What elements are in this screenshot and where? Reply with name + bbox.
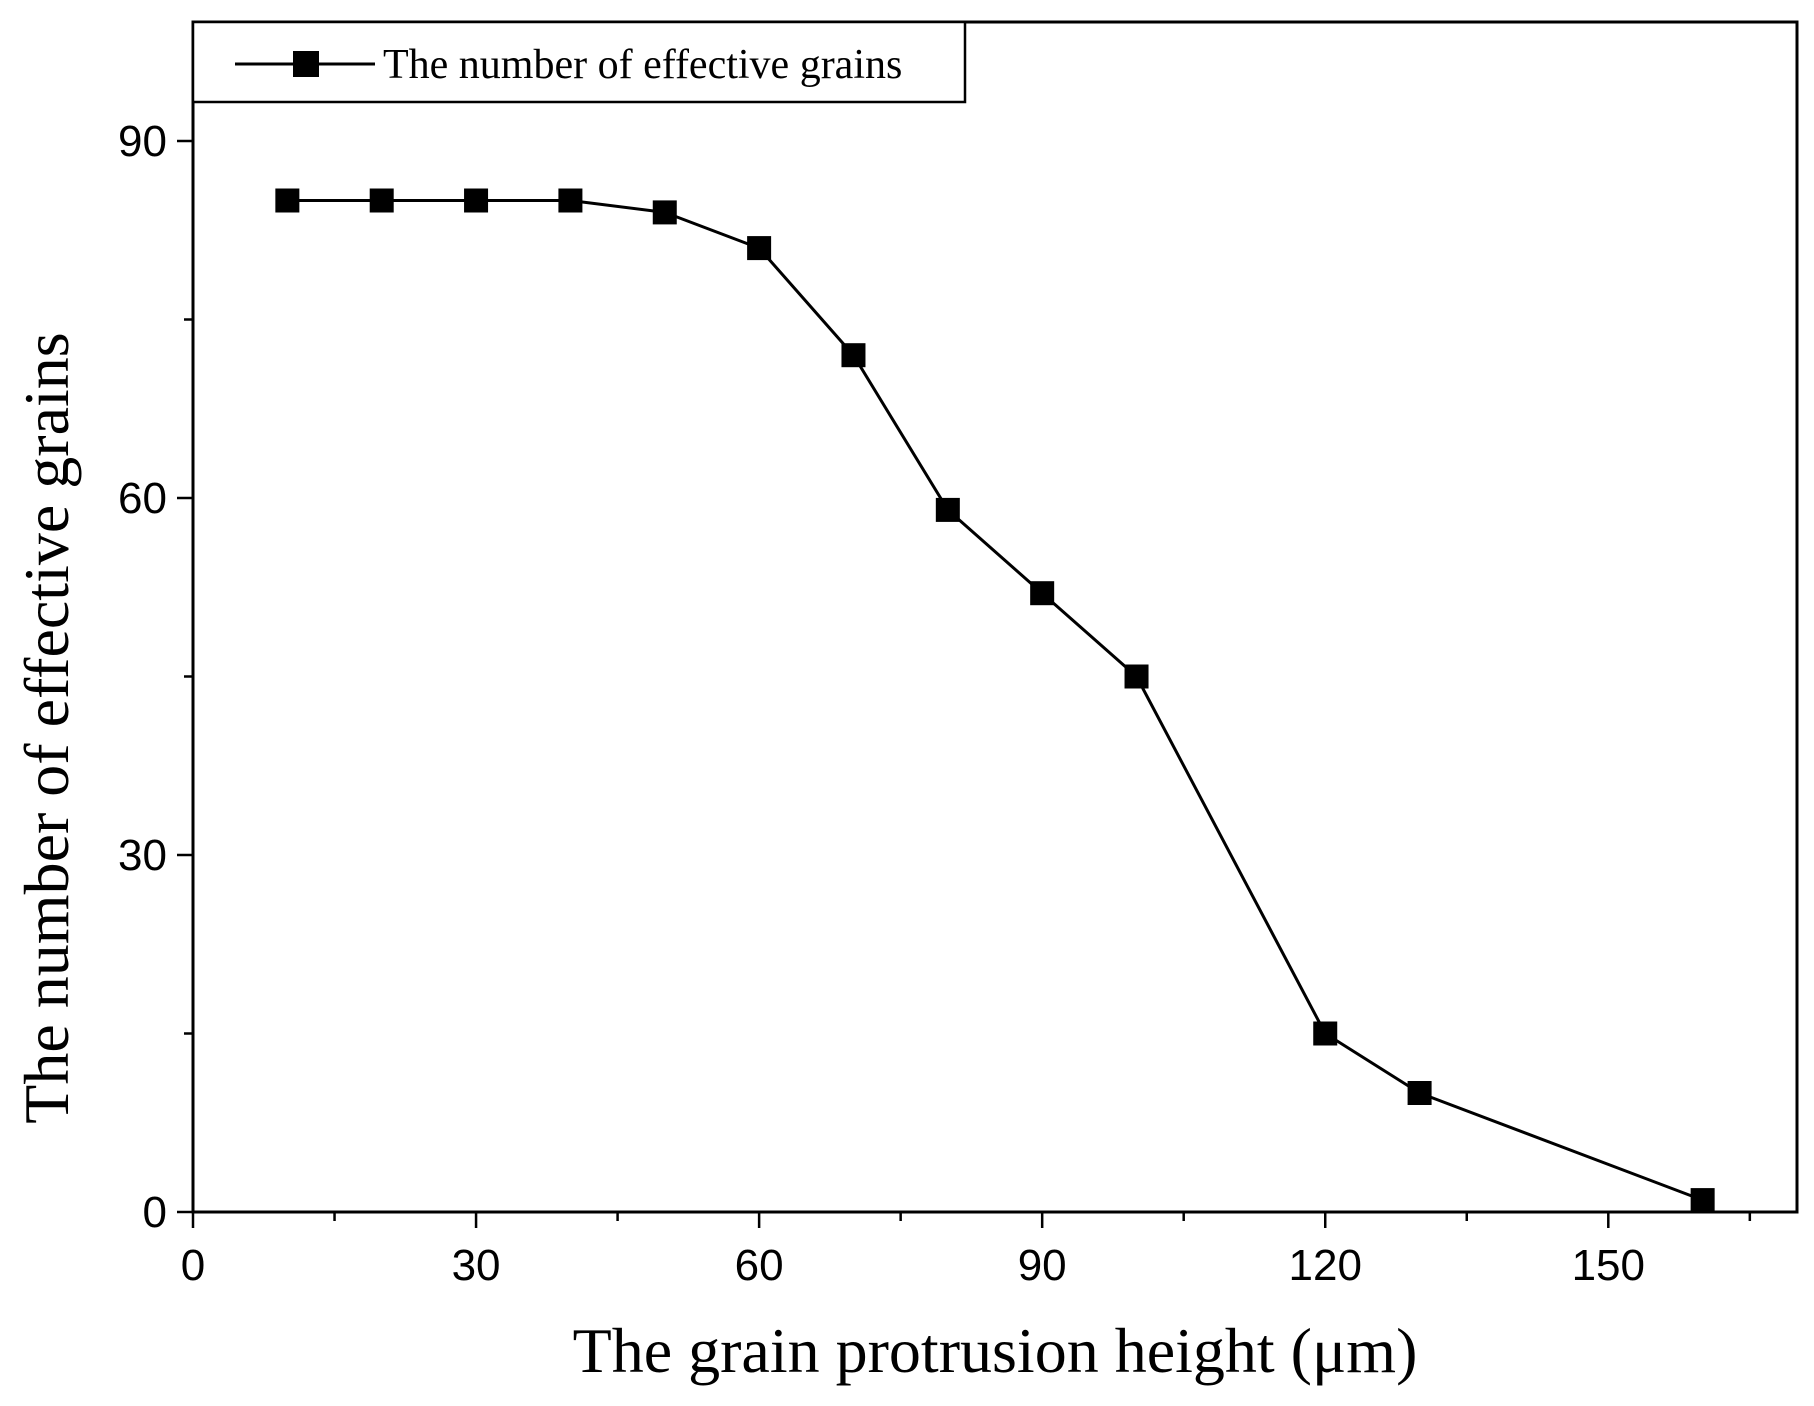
x-tick-label: 120 bbox=[1289, 1241, 1362, 1290]
data-point-marker bbox=[369, 188, 394, 213]
legend: The number of effective grains bbox=[191, 20, 967, 104]
x-tick-label: 60 bbox=[735, 1241, 784, 1290]
y-tick-label: 60 bbox=[118, 474, 167, 523]
x-axis-ticks: 0 30 60 90 120 150 bbox=[181, 1212, 1752, 1290]
data-point-marker bbox=[935, 497, 960, 522]
data-point-marker bbox=[1407, 1081, 1432, 1105]
x-tick-label: 0 bbox=[181, 1241, 205, 1290]
y-tick-label: 0 bbox=[143, 1188, 167, 1237]
data-point-marker bbox=[1690, 1188, 1715, 1213]
series-line bbox=[287, 199, 1704, 1202]
data-point-marker bbox=[558, 188, 583, 213]
x-tick-label: 150 bbox=[1572, 1241, 1645, 1290]
data-point-marker bbox=[1030, 581, 1055, 606]
data-point-marker bbox=[275, 188, 300, 213]
x-axis-title: The grain protrusion height (μm) bbox=[573, 1315, 1418, 1386]
y-axis-title: The number of effective grains bbox=[11, 332, 82, 1123]
data-point-marker bbox=[1313, 1021, 1338, 1046]
legend-box bbox=[191, 20, 967, 104]
data-point-marker bbox=[464, 188, 489, 213]
data-point-marker bbox=[841, 343, 866, 368]
x-tick-label: 30 bbox=[452, 1241, 501, 1290]
y-tick-label: 30 bbox=[118, 831, 167, 880]
series-layer bbox=[275, 188, 1715, 1213]
y-axis-ticks: 0 30 60 90 bbox=[118, 117, 193, 1237]
data-point-marker bbox=[652, 200, 677, 225]
data-point-marker bbox=[747, 236, 772, 261]
plot-frame bbox=[191, 20, 1799, 1214]
legend-label: The number of effective grains bbox=[383, 42, 902, 88]
y-tick-label: 90 bbox=[118, 117, 167, 166]
x-tick-label: 90 bbox=[1018, 1241, 1067, 1290]
data-point-marker bbox=[1124, 664, 1149, 689]
legend-marker-swatch bbox=[293, 51, 319, 77]
